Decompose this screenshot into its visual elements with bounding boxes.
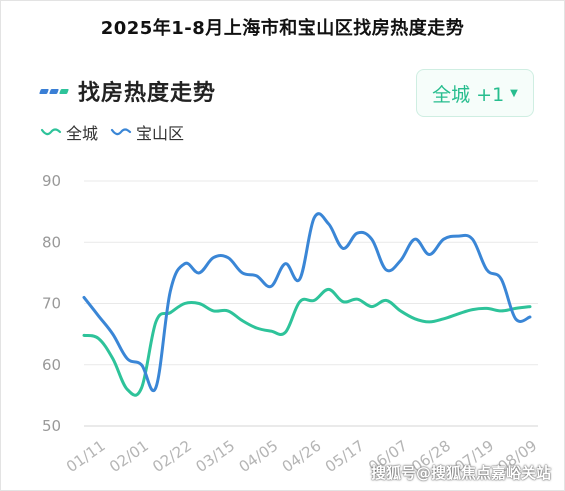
- watermark: 搜狐号@搜狐焦点嘉峪关站: [370, 464, 551, 482]
- x-tick-label: 04/05: [236, 437, 282, 477]
- legend-wave-icon: [40, 128, 62, 136]
- caret-down-icon: ▼: [510, 87, 518, 99]
- y-tick-label: 80: [42, 233, 61, 251]
- y-tick-label: 60: [42, 356, 61, 374]
- x-tick-label: 01/11: [63, 437, 109, 477]
- card-header: 找房热度走势: [39, 74, 217, 108]
- series-line-citywide[interactable]: [82, 287, 532, 397]
- series-line-baoshan[interactable]: [82, 212, 532, 392]
- card-title: 找房热度走势: [78, 81, 217, 106]
- chart-legend: 全城 宝山区: [40, 120, 196, 144]
- x-tick-label: 02/22: [149, 437, 195, 477]
- legend-label: 全城: [66, 124, 99, 143]
- legend-item-citywide[interactable]: 全城: [40, 120, 98, 144]
- legend-item-baoshan[interactable]: 宝山区: [110, 120, 184, 144]
- x-tick-label: 05/17: [322, 437, 368, 477]
- page-title: 2025年1-8月上海市和宝山区找房热度走势: [100, 18, 465, 39]
- region-select-dropdown[interactable]: 全城 +1 ▼: [416, 69, 534, 117]
- region-select-label: 全城 +1: [432, 83, 505, 106]
- y-tick-label: 50: [42, 417, 61, 435]
- x-tick-label: 04/26: [279, 437, 325, 477]
- legend-label: 宝山区: [136, 124, 185, 143]
- y-tick-label: 90: [42, 172, 61, 190]
- y-tick-label: 70: [42, 295, 61, 313]
- legend-wave-icon: [110, 128, 132, 136]
- x-tick-label: 03/15: [192, 437, 238, 477]
- x-tick-label: 02/01: [106, 437, 152, 477]
